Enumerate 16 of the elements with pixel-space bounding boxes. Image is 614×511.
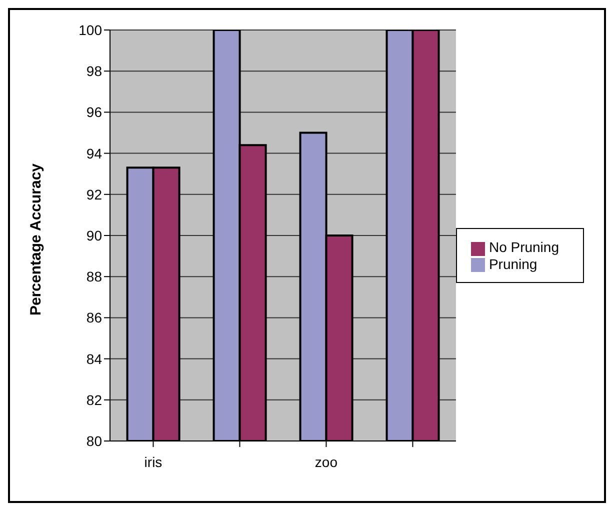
y-tick-label: 86 [86, 310, 102, 326]
x-tick-label: iris [144, 454, 162, 470]
y-tick-label: 96 [86, 104, 102, 120]
x-tick-label: zoo [314, 454, 338, 470]
y-tick-label: 82 [86, 392, 102, 408]
y-tick-label: 92 [86, 186, 102, 202]
y-axis-title: Percentage Accuracy [27, 162, 44, 316]
y-tick-label: 100 [78, 22, 102, 38]
y-tick-label: 84 [86, 350, 102, 367]
legend-label: Pruning [488, 256, 538, 272]
y-tick-label: 80 [86, 432, 102, 449]
y-tick-label: 98 [86, 63, 102, 80]
legend-label: No Pruning [488, 239, 559, 256]
y-tick-label: 90 [86, 227, 102, 244]
y-tick-label: 88 [86, 268, 102, 285]
y-tick-label: 94 [86, 145, 102, 162]
